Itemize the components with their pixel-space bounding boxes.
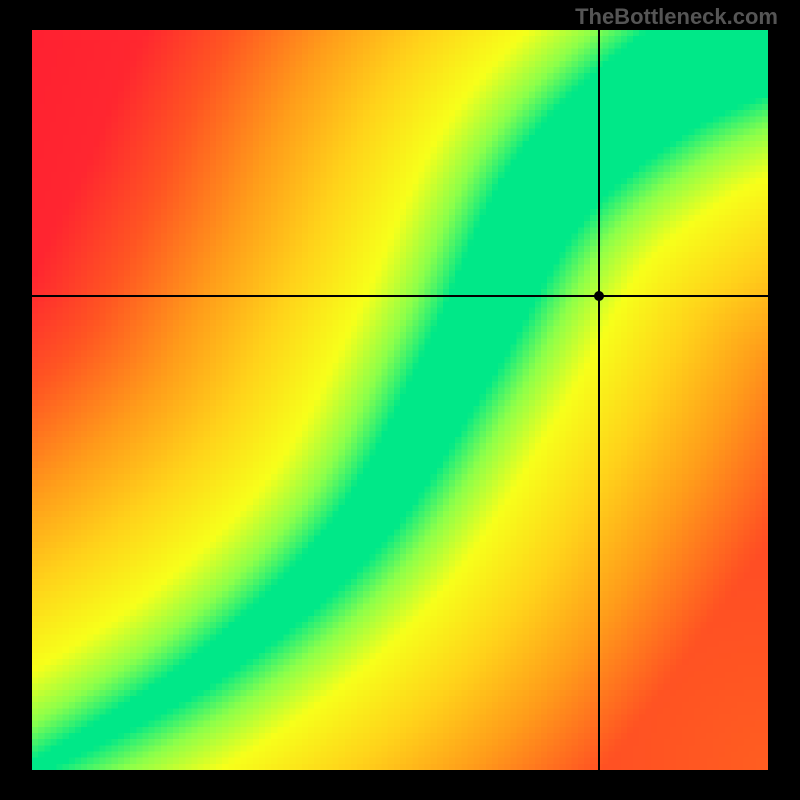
crosshair-vertical bbox=[598, 30, 600, 770]
chart-container: TheBottleneck.com bbox=[0, 0, 800, 800]
crosshair-horizontal bbox=[32, 295, 768, 297]
heatmap-canvas bbox=[32, 30, 768, 770]
heatmap-plot-area bbox=[32, 30, 768, 770]
selection-marker-dot bbox=[594, 291, 604, 301]
watermark-text: TheBottleneck.com bbox=[575, 4, 778, 30]
